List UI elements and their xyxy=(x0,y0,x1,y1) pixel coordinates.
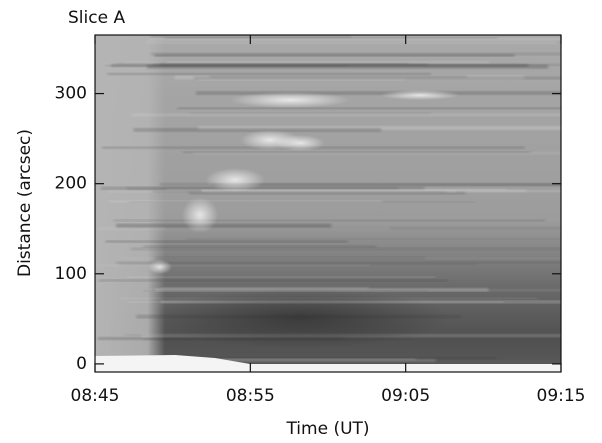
image-streak xyxy=(133,128,382,132)
image-streak xyxy=(113,219,546,222)
y-axis-label: Distance (arcsec) xyxy=(15,129,35,277)
image-streak xyxy=(146,64,549,69)
image-streak xyxy=(104,65,348,67)
image-dark xyxy=(150,288,450,348)
x-tick-label: 08:55 xyxy=(226,386,275,406)
image-streak xyxy=(147,356,497,360)
image-bright xyxy=(182,197,218,233)
x-tick-label: 09:15 xyxy=(537,386,586,406)
image-streak xyxy=(194,76,561,80)
image-streak xyxy=(149,37,561,40)
image-streak xyxy=(195,91,561,95)
image-streak xyxy=(177,107,561,110)
image-streak xyxy=(108,200,383,203)
plot-frame xyxy=(94,34,562,373)
y-tick-label: 300 xyxy=(55,84,87,104)
image-streak xyxy=(143,245,377,248)
image-streak xyxy=(131,113,561,117)
image-streak xyxy=(165,188,507,191)
image-streak xyxy=(127,276,435,278)
image-streak xyxy=(154,54,515,57)
image-streak xyxy=(188,191,466,195)
image-streak xyxy=(98,279,448,282)
image-streak xyxy=(126,186,398,191)
x-axis-label: Time (UT) xyxy=(285,419,369,439)
image-streak xyxy=(122,257,561,260)
image-bright xyxy=(230,92,350,108)
image-streak xyxy=(105,240,348,243)
image-streak xyxy=(189,112,431,115)
image-streak xyxy=(97,227,391,230)
image-bright xyxy=(380,90,460,100)
image-bright xyxy=(205,168,265,192)
y-tick-label: 100 xyxy=(55,264,87,284)
x-tick-label: 09:05 xyxy=(381,386,430,406)
image-streak xyxy=(107,190,457,193)
y-tick-label: 200 xyxy=(55,174,87,194)
image-streak xyxy=(135,359,436,362)
image-streak xyxy=(198,126,561,130)
image-bright xyxy=(148,260,172,274)
image-streak xyxy=(107,72,431,75)
slice-image xyxy=(95,35,561,372)
image-streak xyxy=(161,286,369,289)
image-streak xyxy=(96,264,371,267)
image-streak xyxy=(146,40,557,44)
image-streak xyxy=(128,201,476,203)
image-white-base xyxy=(95,355,561,372)
chart-title: Slice A xyxy=(68,8,125,28)
image-streak xyxy=(115,261,561,264)
image-streak xyxy=(116,223,332,228)
x-tick-label: 08:45 xyxy=(71,386,120,406)
image-streak xyxy=(130,247,561,251)
image-streak xyxy=(211,183,561,187)
image-streak xyxy=(119,263,478,266)
image-bright xyxy=(275,135,325,151)
y-tick-label: 0 xyxy=(76,354,87,374)
image-streak xyxy=(192,151,561,155)
image-streak xyxy=(186,238,561,240)
image-streak xyxy=(151,52,561,56)
image-streak xyxy=(117,62,409,65)
